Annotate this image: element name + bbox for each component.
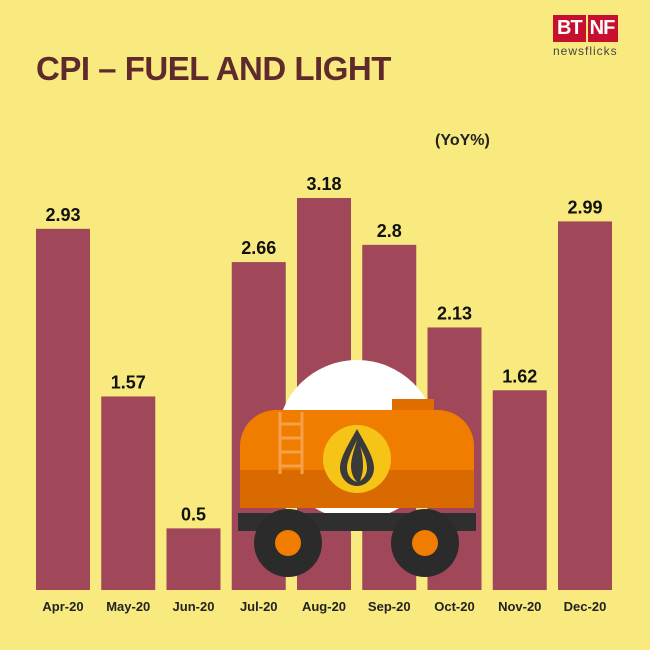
chart-title: CPI – FUEL AND LIGHT [36, 50, 391, 87]
category-label: Sep-20 [368, 599, 411, 614]
category-label: Jun-20 [173, 599, 215, 614]
brand-logo: BT NF newsflicks [553, 15, 640, 58]
bar-Apr-20 [36, 228, 90, 590]
value-label: 2.99 [567, 197, 602, 217]
category-labels-group: Apr-20 May-20 Jun-20 Jul-20 Aug-20 Sep-20 Oct-… [42, 599, 606, 614]
oil-tanker-icon [238, 360, 476, 577]
category-label: Apr-20 [42, 599, 83, 614]
category-label: Dec-20 [564, 599, 607, 614]
value-label: 1.57 [111, 372, 146, 392]
logo-bt: BT [553, 15, 586, 42]
value-label: 2.8 [377, 221, 402, 241]
logo-tagline: newsflicks [553, 44, 618, 58]
category-label: May-20 [106, 599, 150, 614]
value-label: 2.93 [45, 205, 80, 225]
value-label: 2.66 [241, 238, 276, 258]
bar-May-20 [101, 396, 156, 590]
bar-Dec-20 [558, 221, 612, 590]
value-label: 3.18 [306, 174, 341, 194]
bar-Nov-20 [492, 390, 547, 590]
value-label: 0.5 [181, 504, 206, 524]
category-label: Oct-20 [434, 599, 474, 614]
value-label: 2.13 [437, 303, 472, 323]
category-label: Nov-20 [498, 599, 541, 614]
unit-label: (YoY%) [435, 132, 490, 149]
value-label: 1.62 [502, 366, 537, 386]
logo-nf: NF [587, 15, 619, 42]
category-label: Jul-20 [240, 599, 278, 614]
value-labels-group: 2.93 1.57 0.5 2.66 3.18 2.8 2.13 1.62 2.99 [45, 174, 602, 524]
bar-Jun-20 [166, 528, 221, 590]
category-label: Aug-20 [302, 599, 346, 614]
